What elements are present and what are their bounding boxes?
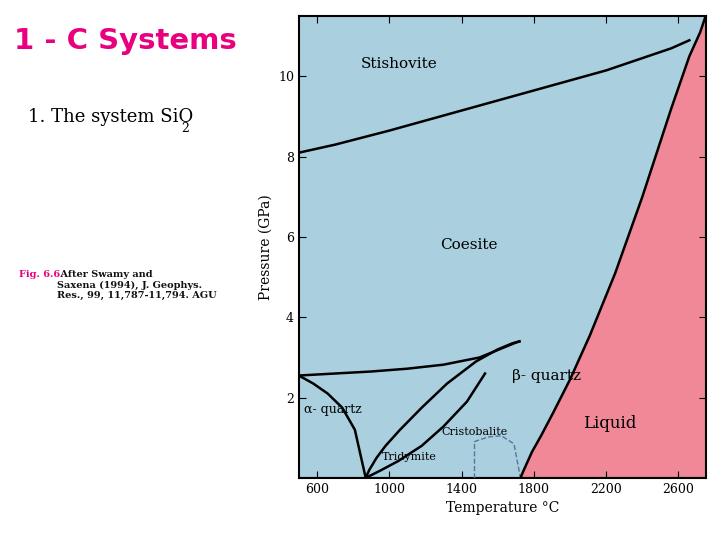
Text: 2: 2 bbox=[181, 122, 189, 134]
Text: α- quartz: α- quartz bbox=[305, 403, 362, 416]
Polygon shape bbox=[521, 16, 706, 478]
Text: Tridymite: Tridymite bbox=[382, 452, 437, 462]
Text: Coesite: Coesite bbox=[440, 238, 498, 252]
Text: Stishovite: Stishovite bbox=[360, 57, 437, 71]
Text: 1 - C Systems: 1 - C Systems bbox=[14, 27, 237, 55]
X-axis label: Temperature °C: Temperature °C bbox=[446, 501, 559, 515]
Text: Liquid: Liquid bbox=[582, 415, 636, 432]
Text: After Swamy and
Saxena (1994), J. Geophys.
Res., 99, 11,787-11,794. AGU: After Swamy and Saxena (1994), J. Geophy… bbox=[57, 270, 217, 300]
Text: Fig. 6.6.: Fig. 6.6. bbox=[19, 270, 64, 279]
Text: Cristobalite: Cristobalite bbox=[441, 427, 508, 437]
Text: β- quartz: β- quartz bbox=[512, 368, 581, 382]
Y-axis label: Pressure (GPa): Pressure (GPa) bbox=[258, 194, 272, 300]
Text: 1. The system SiO: 1. The system SiO bbox=[27, 108, 193, 126]
